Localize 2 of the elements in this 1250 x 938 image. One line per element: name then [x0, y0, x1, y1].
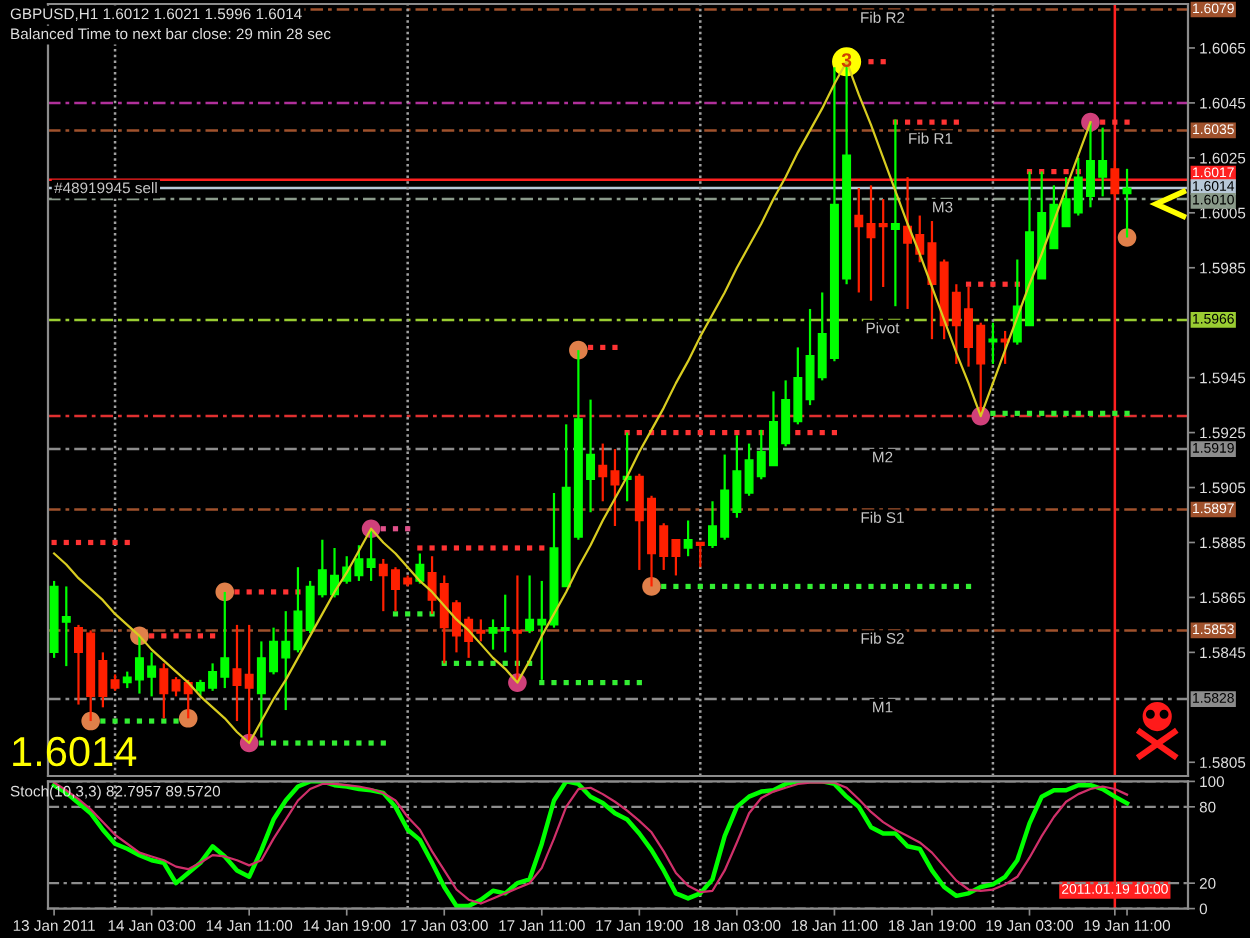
series-label: 3 [841, 53, 852, 67]
annotation: 1.6014 [13, 736, 137, 767]
